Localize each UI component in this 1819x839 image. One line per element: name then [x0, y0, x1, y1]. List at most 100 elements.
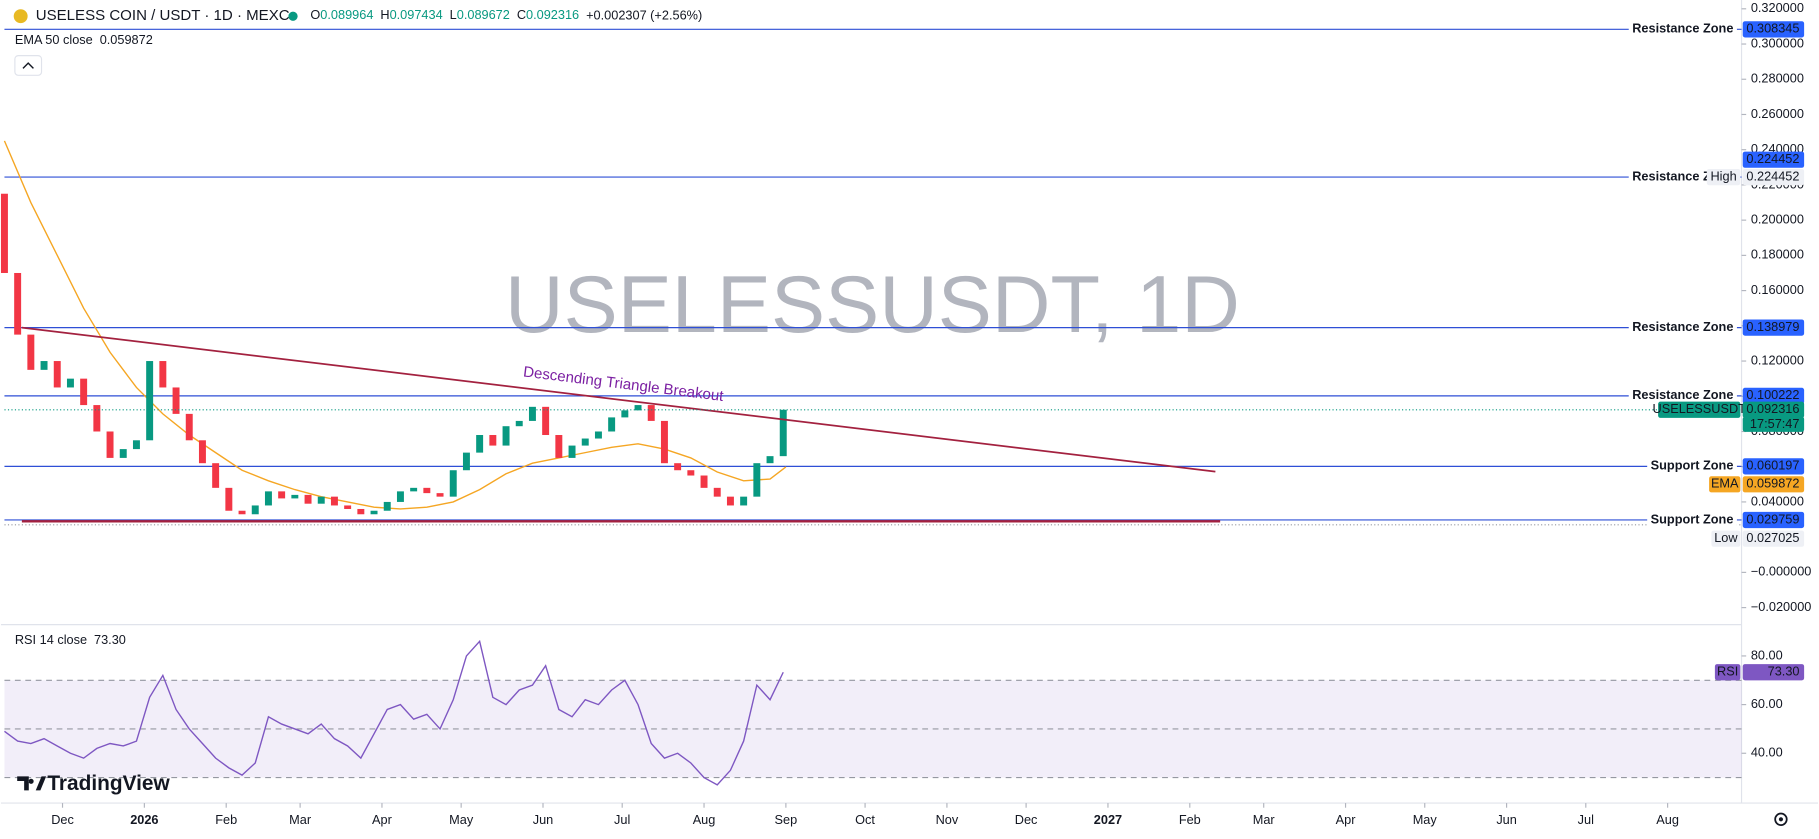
candle-body — [634, 405, 642, 411]
candle-body — [330, 496, 338, 506]
x-tick-label: Sep — [775, 812, 798, 827]
candle-body — [660, 420, 668, 464]
x-tick-label: Apr — [372, 812, 393, 827]
level-label: Resistance Zone — [1632, 319, 1733, 334]
tag-value-box — [1742, 476, 1805, 493]
y-tick-label: 0.300000 — [1751, 35, 1804, 50]
candle-body — [462, 452, 470, 471]
rsi-tag-box — [1714, 664, 1741, 681]
candle-body — [528, 406, 536, 421]
candle-body — [172, 387, 180, 414]
rsi-legend-value: 73.30 — [94, 632, 126, 647]
tag-value: 0.059872 — [1746, 476, 1799, 491]
level-label: Resistance Zone — [1632, 387, 1733, 402]
ohlc-item: C0.092316 — [517, 8, 579, 23]
candle-body — [40, 361, 48, 370]
y-tick-label: −0.020000 — [1751, 599, 1812, 614]
level-label-bg — [1628, 319, 1737, 336]
level-label: Resistance Zone — [1632, 21, 1733, 36]
ema-legend-name: EMA 50 close — [15, 32, 93, 47]
symbol-title: USELESS COIN / USDT · 1D · MEXC — [36, 7, 290, 24]
ema-legend-value: 0.059872 — [100, 32, 153, 47]
level-label-bg — [1628, 387, 1737, 404]
symbol-icon — [13, 9, 28, 24]
candle-body — [674, 463, 682, 471]
candle-body — [396, 491, 404, 502]
level-label-bg — [1647, 511, 1737, 529]
collapse-caret — [22, 62, 34, 69]
x-tick-label: 2026 — [130, 812, 158, 827]
change: +0.002307 (+2.56%) — [586, 8, 702, 23]
candle-body — [489, 435, 497, 446]
ohlc-label: L — [450, 8, 457, 23]
y-tick-label: 0.320000 — [1751, 0, 1804, 15]
candle-body — [594, 431, 602, 439]
settings-button[interactable] — [1774, 812, 1788, 826]
y-tick-label: 0.180000 — [1751, 247, 1804, 262]
candle-body — [344, 505, 352, 509]
x-tick-label: Jun — [1496, 812, 1517, 827]
countdown: 17:57:47 — [1750, 416, 1800, 431]
x-tick-label: Jun — [533, 812, 554, 827]
rsi-tick-label: 80.00 — [1751, 647, 1783, 662]
candle-body — [700, 475, 708, 488]
level-label: Support Zone — [1651, 511, 1734, 526]
ohlc-item: H0.097434 — [380, 8, 442, 23]
candle-body — [132, 440, 140, 450]
rsi-tick-label: 60.00 — [1751, 696, 1783, 711]
candle-body — [423, 487, 431, 494]
candle-body — [542, 406, 550, 436]
candle-body — [185, 413, 193, 441]
ohlc-value: 0.097434 — [390, 8, 443, 23]
candle-body — [621, 410, 629, 418]
x-tick-label: May — [1413, 812, 1438, 827]
level-value-box — [1742, 21, 1805, 38]
level-value: 0.029759 — [1746, 511, 1799, 526]
tag-value-box — [1742, 168, 1805, 186]
candle-body — [370, 510, 378, 515]
candle-body — [225, 487, 233, 511]
brand-name: TradingView — [47, 772, 170, 795]
rsi-tick-label: 40.00 — [1751, 745, 1783, 760]
tag-name: USELESSUSDT — [1653, 401, 1747, 416]
candle-body — [555, 435, 563, 458]
candle-body — [687, 470, 695, 476]
y-tick-label: −0.000000 — [1751, 564, 1812, 579]
x-tick-label: Dec — [1015, 812, 1038, 827]
y-tick-label: 0.160000 — [1751, 282, 1804, 297]
tag-value: 0.027025 — [1746, 530, 1799, 545]
x-tick-label: Oct — [855, 812, 875, 827]
y-tick-label: 0.120000 — [1751, 352, 1804, 367]
level-value-box — [1742, 151, 1805, 168]
x-tick-label: 2027 — [1094, 812, 1122, 827]
candle-body — [304, 494, 312, 504]
x-tick-label: Dec — [51, 812, 74, 827]
tag-value: 0.224452 — [1746, 168, 1799, 183]
level-label: Support Zone — [1651, 458, 1734, 473]
candle-body — [410, 487, 418, 492]
candle-body — [159, 361, 167, 388]
candle-body — [766, 456, 774, 464]
level-value-box — [1742, 319, 1805, 336]
x-tick-label: May — [449, 812, 474, 827]
candle-body — [106, 431, 114, 458]
candle-body — [317, 496, 325, 504]
y-tick-label: 0.040000 — [1751, 493, 1804, 508]
rsi-line — [4, 639, 784, 786]
candle-body — [53, 361, 61, 388]
candle-body — [581, 438, 589, 446]
rsi-value: 73.30 — [1768, 664, 1800, 679]
tag-value: 0.092316 — [1746, 401, 1799, 416]
candle-body — [238, 510, 246, 515]
x-tick-label: Apr — [1336, 812, 1357, 827]
level-value: 0.308345 — [1746, 21, 1799, 36]
x-tick-label: Aug — [1656, 812, 1679, 827]
settings-dot — [1778, 817, 1784, 822]
candle-body — [357, 508, 365, 515]
candle-body — [515, 420, 523, 427]
level-value: 0.060197 — [1746, 458, 1799, 473]
candle-body — [713, 487, 721, 497]
collapse-button[interactable] — [14, 55, 43, 76]
candle-body — [647, 405, 655, 421]
